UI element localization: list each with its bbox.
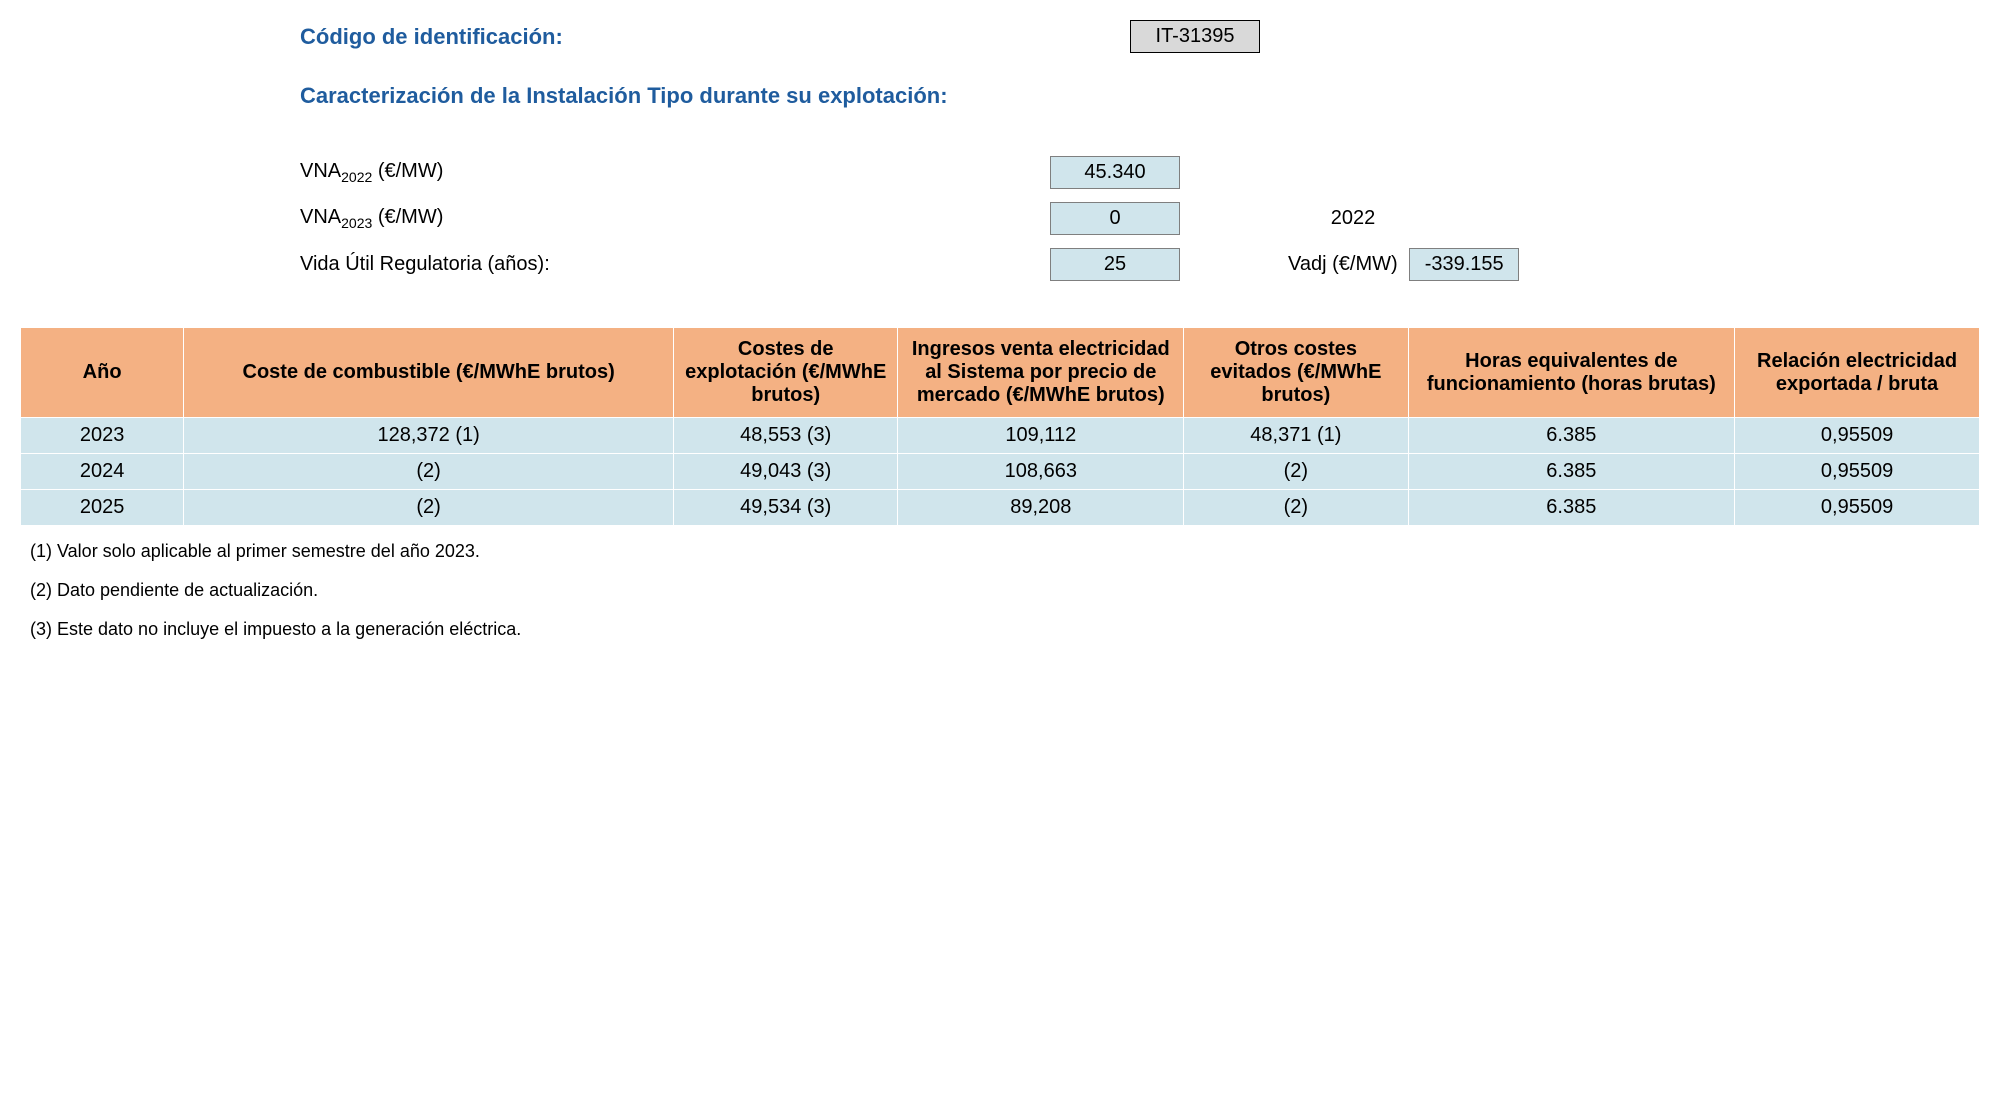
col-header-otros: Otros costes evitados (€/MWhE brutos) <box>1184 328 1408 418</box>
table-cell: 2023 <box>21 418 184 454</box>
col-header-ingresos: Ingresos venta electricidad al Sistema p… <box>898 328 1184 418</box>
col-header-ano: Año <box>21 328 184 418</box>
table-cell: (2) <box>184 490 674 526</box>
table-row: 2023128,372 (1)48,553 (3)109,11248,371 (… <box>21 418 1980 454</box>
col-header-explotacion: Costes de explotación (€/MWhE brutos) <box>674 328 898 418</box>
table-cell: (2) <box>1184 454 1408 490</box>
table-header-row: Año Coste de combustible (€/MWhE brutos)… <box>21 328 1980 418</box>
table-cell: 48,371 (1) <box>1184 418 1408 454</box>
table-cell: (2) <box>1184 490 1408 526</box>
codigo-label: Código de identificación: <box>300 24 1130 50</box>
table-cell: 6.385 <box>1408 454 1735 490</box>
vna2022-label: VNA2022 (€/MW) <box>300 160 1050 185</box>
footnote: (3) Este dato no incluye el impuesto a l… <box>30 619 1980 640</box>
vna2023-label: VNA2023 (€/MW) <box>300 206 1050 231</box>
table-cell: 0,95509 <box>1735 454 1980 490</box>
vadj-label: Vadj (€/MW) <box>1288 253 1398 275</box>
footnote: (1) Valor solo aplicable al primer semes… <box>30 541 1980 562</box>
table-cell: 89,208 <box>898 490 1184 526</box>
table-cell: 2025 <box>21 490 184 526</box>
col-header-combustible: Coste de combustible (€/MWhE brutos) <box>184 328 674 418</box>
data-table: Año Coste de combustible (€/MWhE brutos)… <box>20 327 1980 526</box>
footnote: (2) Dato pendiente de actualización. <box>30 580 1980 601</box>
vadj-value: -339.155 <box>1409 248 1519 281</box>
col-header-relacion: Relación electricidad exportada / bruta <box>1735 328 1980 418</box>
table-cell: 49,534 (3) <box>674 490 898 526</box>
vida-util-value: 25 <box>1050 248 1180 281</box>
extra-year: 2022 <box>1288 207 1418 230</box>
table-cell: 109,112 <box>898 418 1184 454</box>
table-cell: 108,663 <box>898 454 1184 490</box>
table-row: 2024(2)49,043 (3)108,663(2)6.3850,95509 <box>21 454 1980 490</box>
col-header-horas: Horas equivalentes de funcionamiento (ho… <box>1408 328 1735 418</box>
table-cell: 48,553 (3) <box>674 418 898 454</box>
vida-util-label: Vida Útil Regulatoria (años): <box>300 253 1050 276</box>
table-cell: 0,95509 <box>1735 490 1980 526</box>
vna2022-value: 45.340 <box>1050 156 1180 189</box>
table-cell: 0,95509 <box>1735 418 1980 454</box>
section-title: Caracterización de la Instalación Tipo d… <box>300 83 1980 109</box>
table-row: 2025(2)49,534 (3)89,208(2)6.3850,95509 <box>21 490 1980 526</box>
table-cell: 128,372 (1) <box>184 418 674 454</box>
table-cell: 2024 <box>21 454 184 490</box>
table-cell: 49,043 (3) <box>674 454 898 490</box>
vna2023-value: 0 <box>1050 202 1180 235</box>
table-cell: 6.385 <box>1408 418 1735 454</box>
table-cell: 6.385 <box>1408 490 1735 526</box>
table-cell: (2) <box>184 454 674 490</box>
codigo-value: IT-31395 <box>1130 20 1260 53</box>
